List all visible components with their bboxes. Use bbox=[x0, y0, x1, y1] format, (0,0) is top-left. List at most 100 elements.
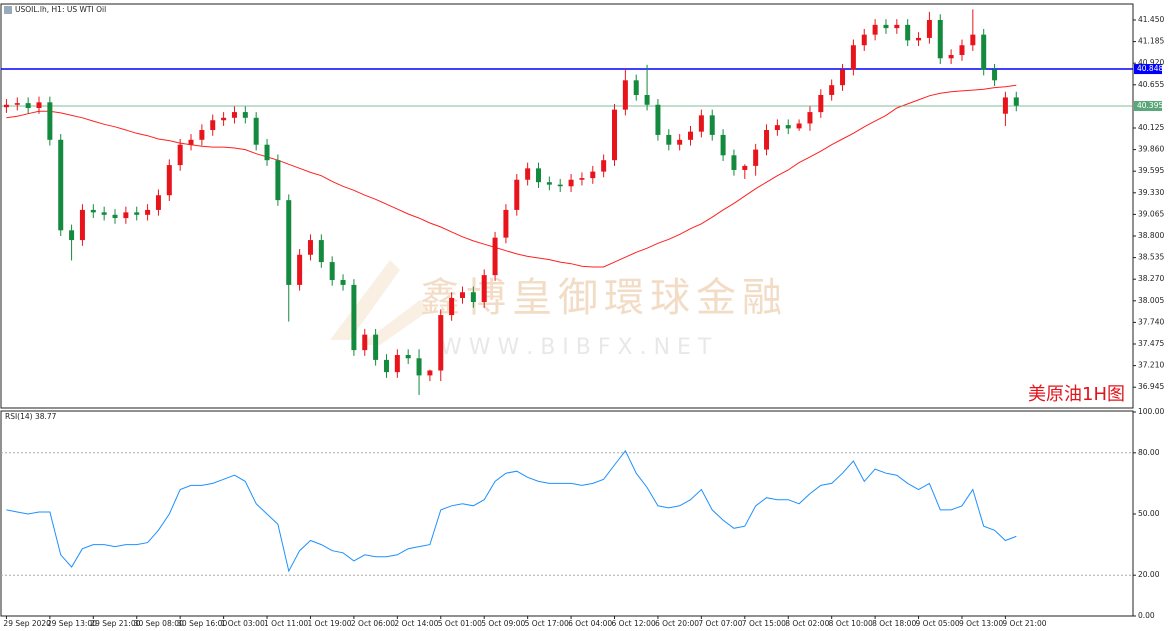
candle-body bbox=[894, 24, 900, 29]
candle-body bbox=[883, 24, 889, 29]
candle-body bbox=[948, 55, 954, 59]
candle-body bbox=[427, 370, 433, 376]
candle-body bbox=[698, 115, 704, 132]
candle-body bbox=[992, 69, 998, 81]
candle-body bbox=[416, 358, 422, 376]
candle-body bbox=[525, 168, 531, 180]
candle-body bbox=[633, 80, 639, 95]
candle-body bbox=[959, 45, 965, 56]
y-tick-label: 39.860 bbox=[1138, 145, 1164, 154]
candle-body bbox=[199, 130, 205, 140]
candle-body bbox=[861, 34, 867, 46]
candle-body bbox=[655, 104, 661, 135]
candle-body bbox=[3, 104, 9, 108]
candle-body bbox=[69, 230, 75, 241]
x-tick-label: 5 Oct 17:00 bbox=[525, 619, 569, 628]
y-tick-label: 38.005 bbox=[1138, 296, 1164, 305]
y-tick-label: 38.270 bbox=[1138, 274, 1164, 283]
candle-body bbox=[622, 80, 628, 110]
candle-body bbox=[612, 109, 618, 161]
candle-body bbox=[601, 160, 607, 172]
watermark-logo bbox=[330, 260, 430, 345]
x-tick-label: 1 Oct 03:00 bbox=[221, 619, 265, 628]
candle-body bbox=[514, 179, 520, 210]
y-tick-label: 41.450 bbox=[1138, 15, 1164, 24]
candle-body bbox=[818, 94, 824, 113]
rsi-line bbox=[6, 449, 1017, 573]
watermark-url: W W W . B I B F X . N E T bbox=[440, 335, 712, 360]
candle-body bbox=[123, 212, 129, 219]
candle-body bbox=[36, 102, 42, 109]
candle-body bbox=[557, 184, 563, 187]
candle-body bbox=[373, 334, 379, 360]
x-tick-label: 29 Sep 13:00 bbox=[47, 619, 97, 628]
candle-body bbox=[242, 112, 248, 118]
candle-body bbox=[79, 209, 85, 241]
candle-body bbox=[807, 112, 813, 124]
candle-body bbox=[981, 34, 987, 70]
candle-body bbox=[58, 139, 64, 231]
x-tick-label: 9 Oct 05:00 bbox=[916, 619, 960, 628]
candle-body bbox=[383, 359, 389, 373]
y-tick-label: 37.210 bbox=[1138, 361, 1164, 370]
candle-body bbox=[677, 139, 683, 145]
candle-body bbox=[926, 19, 932, 38]
candle-body bbox=[753, 149, 759, 166]
candle-body bbox=[221, 117, 227, 121]
candle-body bbox=[286, 200, 292, 285]
candle-body bbox=[253, 117, 259, 145]
candle-body bbox=[731, 155, 737, 170]
candle-body bbox=[405, 355, 411, 359]
candle-body bbox=[210, 120, 216, 131]
y-tick-label: 50.00 bbox=[1138, 509, 1160, 518]
x-tick-label: 5 Oct 01:00 bbox=[438, 619, 482, 628]
candle-body bbox=[47, 102, 53, 140]
x-tick-label: 6 Oct 12:00 bbox=[612, 619, 656, 628]
candle-body bbox=[1013, 97, 1019, 106]
y-tick-label: 40.920 bbox=[1138, 58, 1164, 67]
y-tick-label: 41.185 bbox=[1138, 37, 1164, 46]
candle-body bbox=[297, 254, 303, 285]
candle-body bbox=[905, 24, 911, 41]
x-tick-label: 1 Oct 19:00 bbox=[307, 619, 351, 628]
price-pane bbox=[0, 3, 1134, 409]
candle-body bbox=[438, 315, 444, 371]
candle-body bbox=[774, 125, 780, 131]
watermark: 鑫博皇御環球金融 bbox=[420, 275, 788, 321]
candle-body bbox=[829, 85, 835, 95]
x-tick-label: 2 Oct 14:00 bbox=[394, 619, 438, 628]
x-tick-label: 9 Oct 21:00 bbox=[1002, 619, 1046, 628]
price-label: 40.395 bbox=[1137, 101, 1163, 110]
candle-body bbox=[840, 69, 846, 86]
candle-body bbox=[1002, 97, 1008, 114]
x-tick-label: 7 Oct 07:00 bbox=[698, 619, 742, 628]
candle-body bbox=[916, 37, 922, 41]
candle-body bbox=[764, 130, 770, 150]
candle-body bbox=[720, 134, 726, 156]
candle-body bbox=[307, 240, 313, 255]
price-label: 40.848 bbox=[1137, 64, 1163, 73]
candle-body bbox=[155, 195, 161, 210]
x-tick-label: 29 Sep 21:00 bbox=[90, 619, 140, 628]
candle-body bbox=[188, 139, 194, 145]
candle-body bbox=[850, 45, 856, 70]
rsi-title: RSI(14) 38.77 bbox=[5, 412, 57, 421]
candle-body bbox=[459, 292, 465, 298]
x-tick-label: 2 Oct 06:00 bbox=[351, 619, 395, 628]
y-tick-label: 80.00 bbox=[1138, 448, 1160, 457]
moving-average bbox=[6, 84, 1017, 268]
candle-body bbox=[329, 262, 335, 281]
candle-body bbox=[351, 284, 357, 351]
symbol-icon bbox=[4, 6, 12, 14]
candle-body bbox=[579, 178, 585, 180]
candle-body bbox=[666, 134, 672, 145]
candle-body bbox=[742, 165, 748, 170]
y-tick-label: 39.065 bbox=[1138, 209, 1164, 218]
x-tick-label: 1 Oct 11:00 bbox=[264, 619, 308, 628]
y-tick-label: 40.655 bbox=[1138, 80, 1164, 89]
x-tick-label: 29 Sep 2020 bbox=[3, 619, 51, 628]
candle-body bbox=[546, 182, 552, 185]
candle-body bbox=[590, 171, 596, 179]
candle-body bbox=[231, 112, 237, 118]
